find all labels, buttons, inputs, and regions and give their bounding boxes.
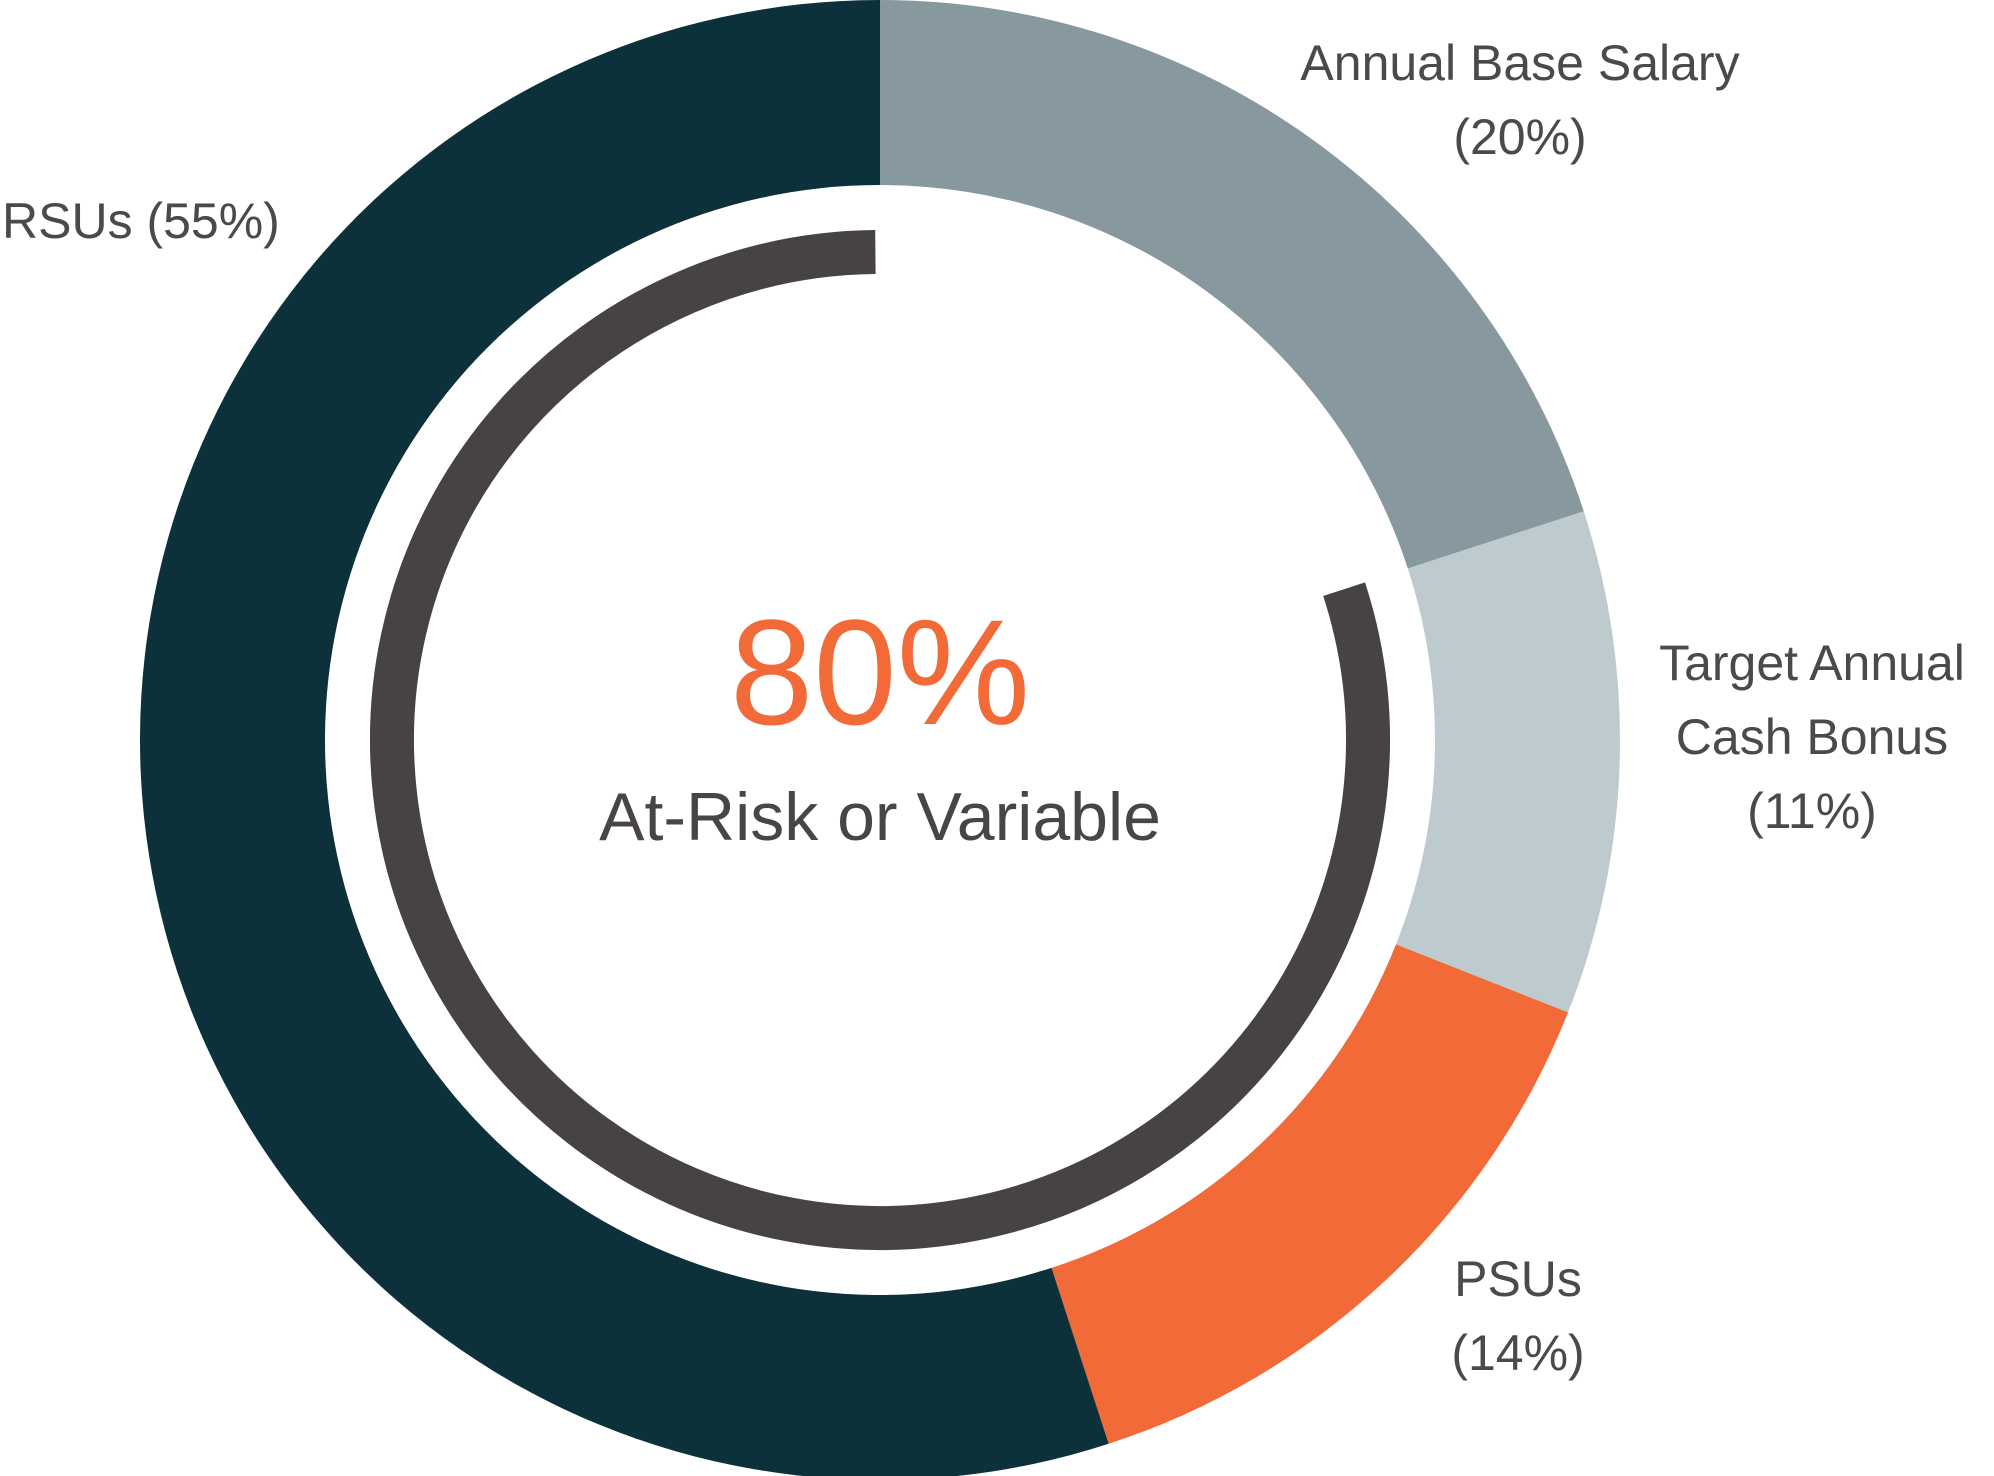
segment-label-line: PSUs: [1454, 1251, 1582, 1307]
segment-label-cash-bonus: Target Annual Cash Bonus (11%): [1659, 635, 1965, 839]
segment-label-line: (11%): [1747, 783, 1877, 839]
donut-segment-psus: [1051, 944, 1569, 1444]
donut-segment-base-salary: [880, 0, 1584, 569]
donut-segment-rsus: [140, 0, 1109, 1476]
segment-label-line: (20%): [1453, 109, 1586, 165]
segment-labels: Annual Base Salary (20%) Target Annual Cash…: [2, 35, 1965, 1381]
center-value: 80%: [730, 588, 1030, 756]
at-risk-arc: [370, 230, 1390, 1250]
segment-label-line: Annual Base Salary: [1300, 35, 1739, 91]
donut-segments: [140, 0, 1621, 1476]
donut-segment-cash-bonus: [1396, 511, 1621, 1013]
segment-label-line: Target Annual: [1659, 635, 1965, 691]
segment-label-psus: PSUs (14%): [1451, 1251, 1584, 1381]
center-caption: At-Risk or Variable: [599, 779, 1161, 855]
segment-label-rsus: RSUs (55%): [2, 193, 280, 249]
segment-label-line: RSUs (55%): [2, 193, 280, 249]
segment-label-line: Cash Bonus: [1676, 709, 1948, 765]
segment-label-line: (14%): [1451, 1325, 1584, 1381]
segment-label-base-salary: Annual Base Salary (20%): [1300, 35, 1739, 165]
